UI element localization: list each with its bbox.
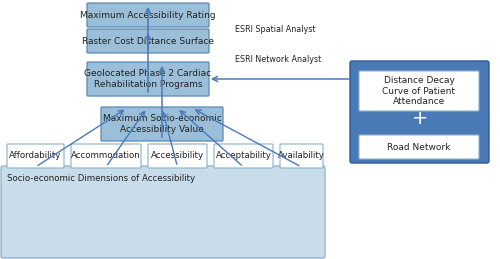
FancyBboxPatch shape (7, 144, 64, 168)
Text: ESRI Spatial Analyst: ESRI Spatial Analyst (235, 25, 316, 33)
Text: Geolocated Phase 2 Cardiac
Rehabilitation Programs: Geolocated Phase 2 Cardiac Rehabilitatio… (84, 69, 212, 89)
Text: Affordability: Affordability (10, 152, 62, 161)
FancyBboxPatch shape (87, 3, 209, 27)
FancyBboxPatch shape (87, 29, 209, 53)
Text: Maximum Accessibility Rating: Maximum Accessibility Rating (80, 11, 216, 19)
FancyBboxPatch shape (214, 144, 273, 168)
FancyBboxPatch shape (87, 62, 209, 96)
Text: Accommodation: Accommodation (71, 152, 141, 161)
Text: Accessibility: Accessibility (151, 152, 204, 161)
Text: +: + (412, 109, 428, 127)
FancyBboxPatch shape (71, 144, 141, 168)
FancyBboxPatch shape (280, 144, 323, 168)
Text: ESRI Network Analyst: ESRI Network Analyst (235, 54, 321, 63)
Text: Distance Decay
Curve of Patient
Attendance: Distance Decay Curve of Patient Attendan… (382, 76, 456, 106)
Text: Maximum Socio-economic
Accessibility Value: Maximum Socio-economic Accessibility Val… (102, 114, 222, 134)
FancyBboxPatch shape (148, 144, 207, 168)
FancyBboxPatch shape (359, 71, 479, 111)
FancyBboxPatch shape (101, 107, 223, 141)
Text: Socio-economic Dimensions of Accessibility: Socio-economic Dimensions of Accessibili… (7, 174, 195, 183)
FancyBboxPatch shape (359, 135, 479, 159)
FancyBboxPatch shape (350, 61, 489, 163)
Text: Raster Cost Distance Surface: Raster Cost Distance Surface (82, 37, 214, 46)
Text: Availability: Availability (278, 152, 325, 161)
Text: Road Network: Road Network (388, 142, 450, 152)
FancyBboxPatch shape (1, 166, 325, 258)
Text: Acceptability: Acceptability (216, 152, 272, 161)
